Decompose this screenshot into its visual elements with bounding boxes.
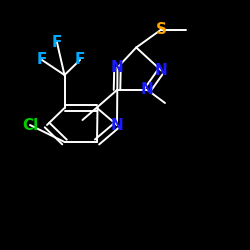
Text: N: N (155, 63, 168, 78)
Text: N: N (110, 118, 124, 132)
Text: N: N (141, 82, 154, 98)
Text: F: F (37, 52, 47, 68)
Text: Cl: Cl (22, 118, 38, 132)
Text: F: F (75, 52, 85, 68)
Text: N: N (111, 60, 124, 75)
Text: S: S (156, 22, 167, 37)
Text: F: F (52, 35, 62, 50)
